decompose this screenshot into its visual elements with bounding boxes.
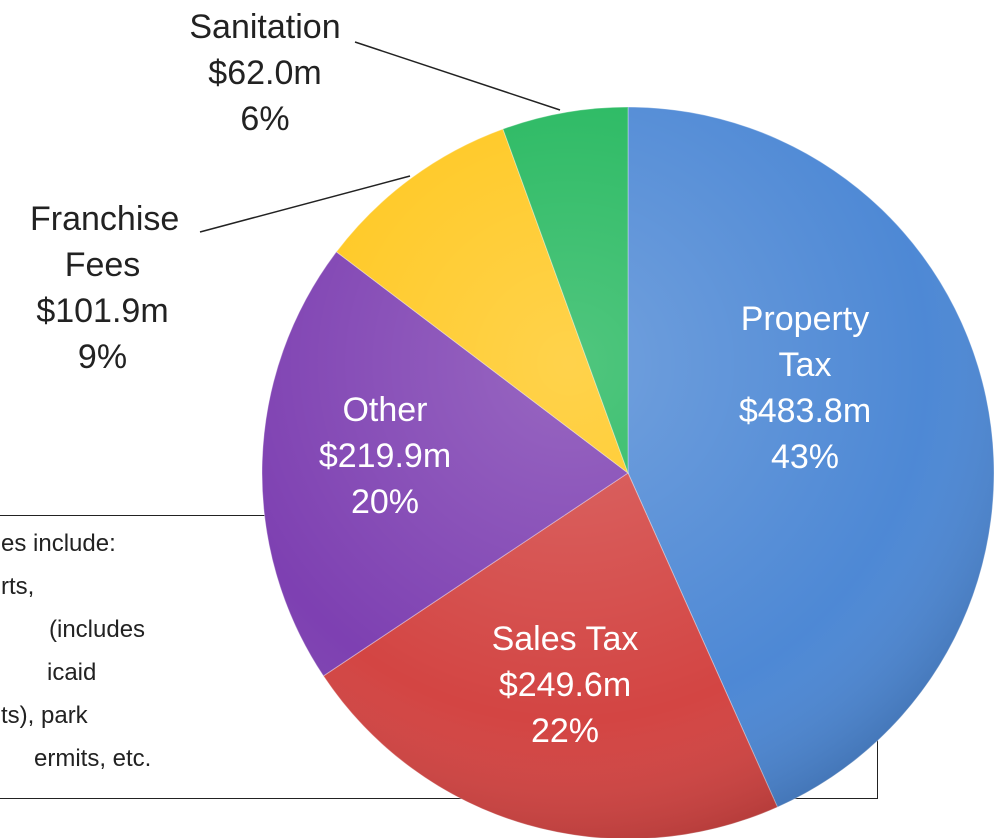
category-label: Sales Tax [491,620,639,658]
note-line: ermits, etc. [34,745,152,772]
note-line: (includes [49,616,146,643]
category-label: Property Tax [740,300,870,384]
percent-label: 20% [350,483,420,521]
note-line: icaid [47,659,97,686]
leader-line [354,41,561,111]
percent-label: 43% [770,438,840,476]
value-label: $62.0m [208,54,322,92]
percent-label: 6% [240,100,290,138]
note-box: es include: rts, (includes icaid ts), park er… [0,515,878,799]
value-label: $249.6m [498,666,632,704]
value-label: $219.9m [318,437,452,475]
note-line: es include: [1,530,116,557]
percent-label: 22% [530,712,600,750]
category-label: Other [342,391,428,429]
category-label: Franchise Fees [30,200,180,284]
note-line: ts), park [1,702,88,729]
percent-label: 9% [77,338,128,376]
slice-label: Sanitation $62.0m 6% [140,4,390,142]
slice-label: Sales Tax $249.6m 22% [445,616,685,754]
slice-label: Other $219.9m 20% [270,387,500,525]
value-label: $101.9m [36,292,169,330]
slice-label: Franchise Fees $101.9m 9% [0,196,205,380]
slice-label: Property Tax $483.8m 43% [705,296,905,480]
note-line: rts, [1,573,35,600]
value-label: $483.8m [738,392,872,430]
category-label: Sanitation [189,8,341,46]
